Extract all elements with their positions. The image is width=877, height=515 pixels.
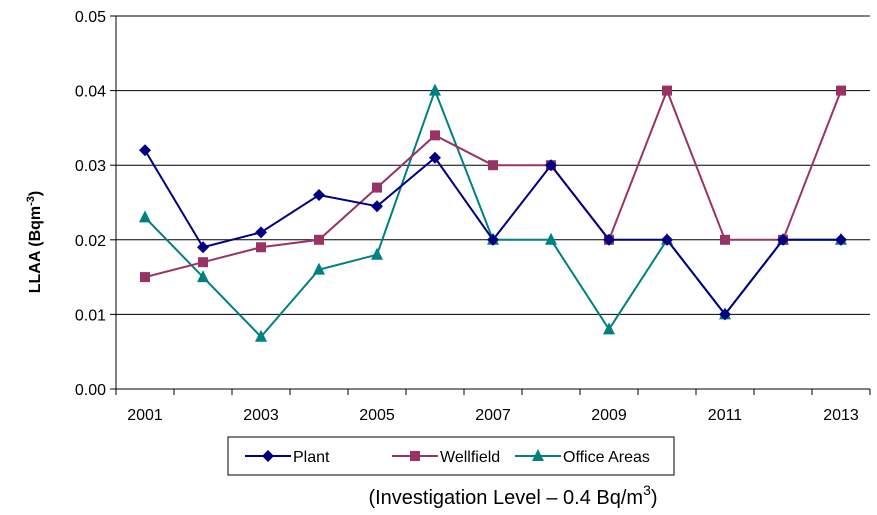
y-tick-labels: 0.00 0.01 0.02 0.03 0.04 0.05 [75,9,106,399]
data-point-office-areas [139,210,151,223]
series-plant [139,144,847,321]
y-axis-label: LLAA (Bqm-3) [25,191,44,294]
data-point-wellfield [720,234,730,245]
legend-box [227,436,675,476]
data-point-plant [197,241,209,254]
data-point-plant [603,233,615,246]
series-group [139,83,847,342]
footnote: (Investigation Level – 0.4 Bq/m3) [368,482,657,509]
data-point-office-areas [255,329,267,342]
data-point-plant [371,200,383,213]
data-point-office-areas [197,270,209,283]
data-point-plant [429,151,441,164]
data-point-wellfield [430,130,440,141]
x-tick-label: 2003 [243,407,279,424]
x-tick-label: 2005 [359,407,395,424]
data-point-wellfield [256,242,266,253]
x-tick-label: 2009 [591,407,627,424]
series-line-wellfield [144,87,842,279]
legend-label-office-areas: Office Areas [563,449,650,466]
legend-marker-office-areas [532,449,544,461]
data-point-plant [255,226,267,239]
x-tick-label: 2007 [475,407,511,424]
data-point-office-areas [371,247,383,260]
x-tick-label: 2013 [823,407,859,424]
y-tick-label: 0.04 [75,84,106,101]
series-office-areas [139,83,847,342]
data-point-plant [313,189,325,202]
data-point-wellfield [198,257,208,268]
y-tick-label: 0.03 [75,158,106,175]
y-tick-label: 0.00 [75,382,106,399]
data-point-plant [139,144,151,157]
x-tick-label: 2011 [708,407,743,424]
x-tick-label: 2001 [127,407,163,424]
data-point-wellfield [488,160,498,171]
data-point-office-areas [603,322,615,335]
legend-marker-wellfield [410,451,420,461]
legend-label-wellfield: Wellfield [440,449,500,466]
data-point-wellfield [836,85,846,96]
legend: Plant Wellfield Office Areas [227,436,675,476]
y-tick-label: 0.02 [75,233,106,250]
data-point-plant [487,233,499,246]
legend-marker-plant [262,450,274,462]
data-point-plant [719,308,731,321]
data-point-wellfield [662,85,672,96]
y-tick-label: 0.01 [75,307,106,324]
data-point-office-areas [313,262,325,275]
data-point-wellfield [314,234,324,245]
y-tick-label: 0.05 [75,9,106,26]
data-point-plant [545,159,557,172]
data-point-plant [835,233,847,246]
axes [110,15,871,395]
x-tick-labels: 2001 2003 2005 2007 2009 2011 2013 [127,407,859,424]
series-line-plant [144,149,841,317]
legend-label-plant: Plant [293,449,330,466]
series-wellfield [140,85,846,283]
data-point-plant [777,233,789,246]
data-point-plant [661,233,673,246]
data-point-office-areas [545,232,557,245]
data-point-wellfield [140,272,150,283]
data-point-office-areas [429,83,441,96]
data-point-wellfield [372,182,382,193]
